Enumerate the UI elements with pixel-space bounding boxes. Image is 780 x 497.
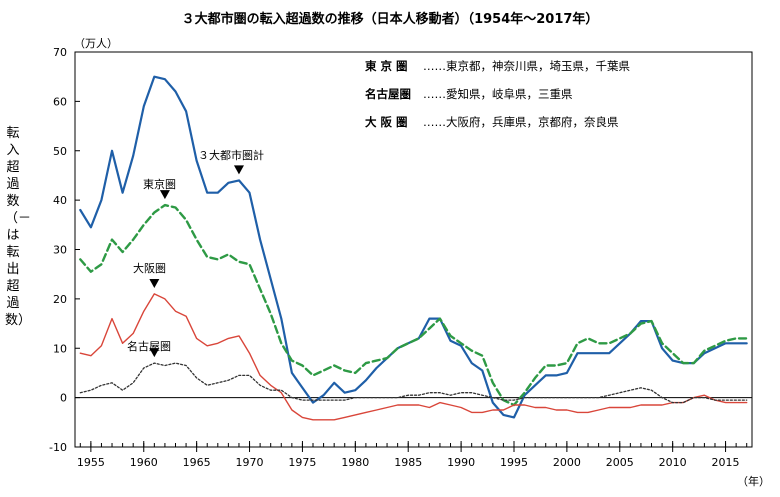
x-tick-label: 1985: [394, 456, 422, 469]
legend-members: ……愛知県，岐阜県，三重県: [423, 87, 573, 101]
legend-members: ……大阪府，兵庫県，京都府，奈良県: [423, 115, 619, 129]
annotation-nagoya: 名古屋圏: [127, 340, 171, 353]
x-tick-label: 1965: [183, 456, 211, 469]
legend-key: 名古屋圏: [365, 87, 411, 101]
y-unit-label: （万人）: [74, 37, 118, 50]
x-tick-label: 1975: [288, 456, 316, 469]
annotation-marker: [149, 278, 160, 288]
y-tick-label: 0: [60, 392, 67, 405]
x-tick-label: 1960: [130, 456, 158, 469]
y-tick-label: 50: [53, 145, 67, 158]
chart-title: ３大都市圏の転入超過数の推移（日本人移動者）（1954年～2017年）: [181, 12, 599, 27]
x-tick-label: 2005: [606, 456, 634, 469]
series-line: [79, 362, 748, 404]
x-unit-label: （年）: [737, 475, 770, 488]
x-tick-label: 2010: [659, 456, 687, 469]
y-tick-label: 40: [53, 194, 67, 207]
series-line: [79, 75, 748, 419]
legend-key: 東 京 圏: [365, 59, 408, 73]
x-tick-label: 1980: [341, 456, 369, 469]
y-tick-label: 10: [53, 342, 67, 355]
legend-item-tokyo: 東 京 圏 ……東京都，神奈川県，埼玉県，千葉県: [365, 58, 630, 74]
y-tick-label: -10: [49, 441, 67, 454]
legend-key: 大 阪 圏: [365, 115, 408, 129]
annotation-marker: [233, 165, 244, 175]
legend-members: ……東京都，神奈川県，埼玉県，千葉県: [423, 59, 630, 73]
series-line: [79, 203, 748, 407]
x-tick-label: 1995: [500, 456, 528, 469]
y-tick-label: 20: [53, 293, 67, 306]
x-tick-label: 1970: [236, 456, 264, 469]
series-line: [79, 293, 748, 421]
y-axis-label: 転入超過数（－は転出超過数）: [5, 126, 32, 328]
annotation-tokyo: 東京圏: [143, 178, 176, 191]
annotation-three-metro-total: ３大都市圏計: [198, 149, 264, 162]
x-tick-label: 1955: [77, 456, 105, 469]
legend-item-nagoya: 名古屋圏 ……愛知県，岐阜県，三重県: [365, 86, 573, 102]
annotation-osaka: 大阪圏: [133, 262, 166, 275]
plot-frame: [74, 51, 753, 448]
legend-item-osaka: 大 阪 圏 ……大阪府，兵庫県，京都府，奈良県: [365, 114, 619, 130]
annotation-marker: [149, 348, 160, 358]
y-tick-label: 30: [53, 244, 67, 257]
y-tick-label: 70: [53, 46, 67, 59]
x-tick-label: 1990: [447, 456, 475, 469]
y-tick-label: 60: [53, 95, 67, 108]
x-tick-label: 2015: [712, 456, 740, 469]
x-tick-label: 2000: [553, 456, 581, 469]
annotation-marker: [159, 190, 170, 200]
